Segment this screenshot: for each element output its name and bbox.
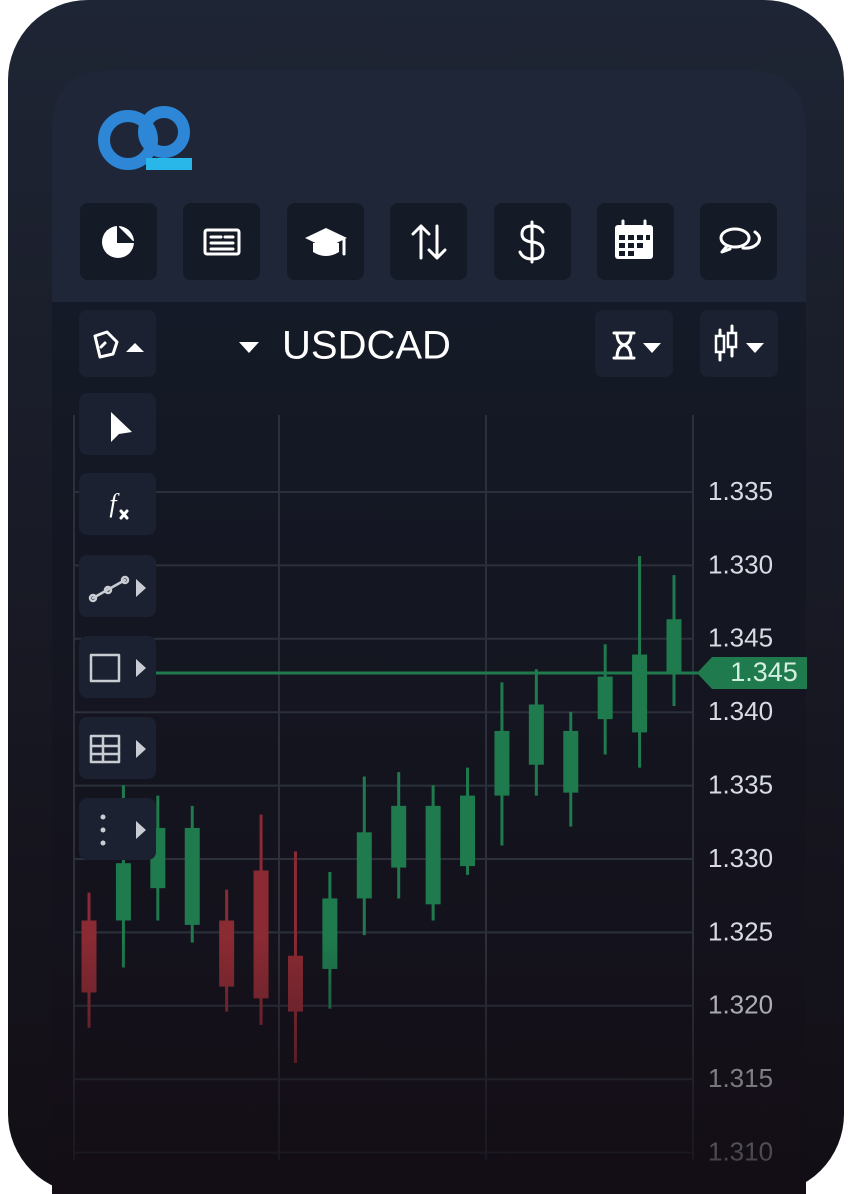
education-button[interactable] [287, 203, 364, 280]
candle-body [494, 730, 510, 796]
trades-button[interactable] [390, 203, 467, 280]
candle-body [460, 795, 476, 867]
indicators-button[interactable]: f [79, 473, 156, 535]
price-label: 1.335 [708, 476, 773, 506]
shape-tool-button[interactable] [79, 636, 156, 698]
fx-icon: f [109, 489, 120, 518]
more-tools-button[interactable] [79, 798, 156, 860]
nav-bar [80, 203, 777, 280]
price-label: 1.330 [708, 843, 773, 873]
calendar-button[interactable] [597, 203, 674, 280]
chart-type-button[interactable] [700, 310, 778, 377]
chart-toolbar: USDCAD f [79, 310, 778, 860]
candle-body [115, 863, 131, 921]
deposit-button[interactable] [494, 203, 571, 280]
candle-body [597, 676, 613, 720]
candle-body [632, 654, 648, 733]
bottom-fade [52, 940, 806, 1194]
symbol-selector[interactable]: USDCAD [239, 324, 451, 368]
draw-tool-button[interactable] [79, 310, 156, 377]
price-label: 1.345 [708, 623, 773, 653]
candle-body [391, 805, 407, 868]
candle-body [666, 619, 682, 673]
line-tool-button[interactable] [79, 555, 156, 617]
price-label: 1.330 [708, 549, 773, 579]
logo [98, 106, 192, 170]
current-price-label: 1.345 [730, 657, 798, 687]
candle-body [184, 827, 200, 925]
timeframe-button[interactable] [595, 310, 673, 377]
portfolio-button[interactable] [80, 203, 157, 280]
candle-body [425, 805, 441, 905]
current-price-tag [697, 657, 807, 689]
news-button[interactable] [183, 203, 260, 280]
symbol: USDCAD [282, 324, 451, 368]
price-label: 1.340 [708, 696, 773, 726]
candle-body [563, 730, 579, 793]
cursor-button[interactable] [79, 393, 156, 455]
candle-body [356, 832, 372, 899]
fib-tool-button[interactable] [79, 717, 156, 779]
price-label: 1.335 [708, 769, 773, 799]
candle-body [528, 704, 544, 765]
chat-button[interactable] [700, 203, 777, 280]
